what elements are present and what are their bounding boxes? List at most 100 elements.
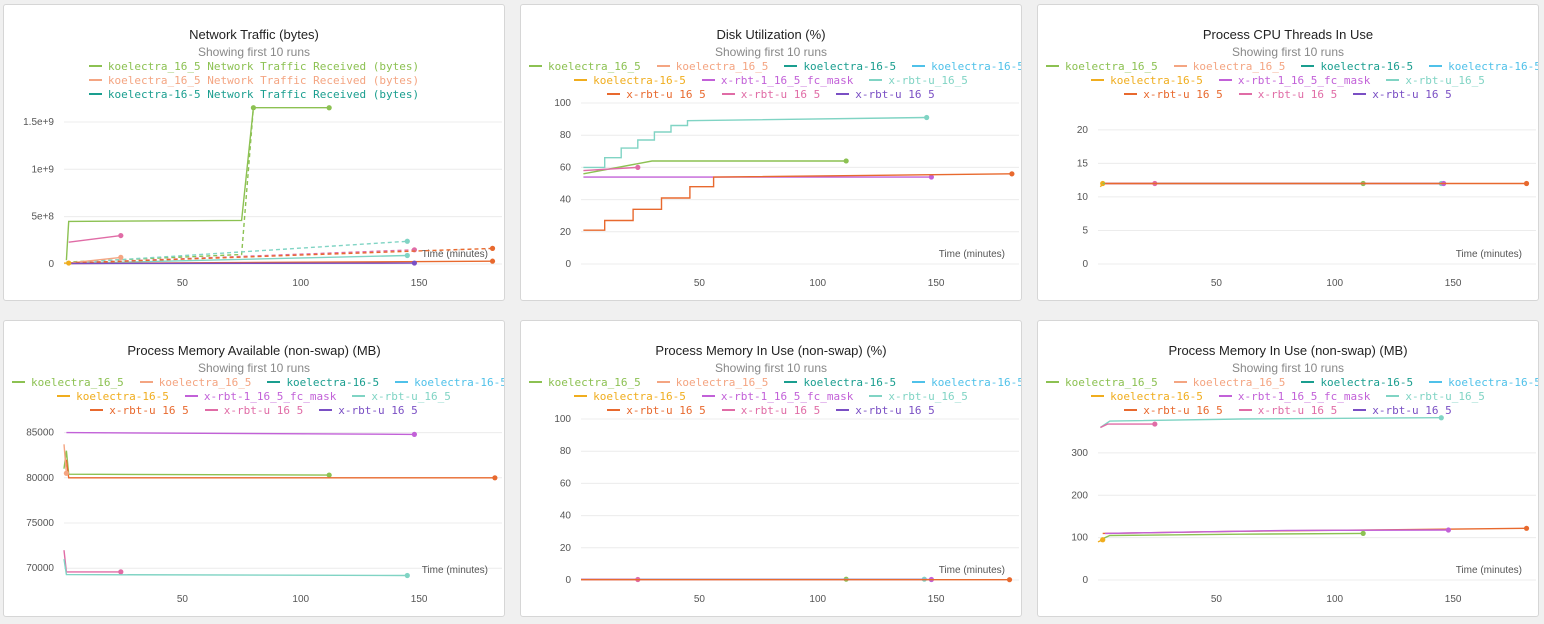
y-tick-label: 20	[1077, 125, 1089, 136]
chart-title: Network Traffic (bytes)	[189, 27, 319, 42]
y-tick-label: 0	[1082, 259, 1088, 270]
legend-item[interactable]: x-rbt-u_16_5	[1353, 404, 1452, 416]
legend-swatch	[1238, 409, 1252, 411]
series-endpoint	[411, 431, 417, 437]
x-axis-label: Time (minutes)	[1456, 565, 1522, 576]
y-tick-label: 5	[1082, 225, 1088, 236]
chart-legend[interactable]: koelectra_16_5 koelectra_16_5 koelectra-16…	[1038, 376, 1538, 416]
series-endpoint	[924, 114, 930, 121]
series-endpoint	[250, 105, 257, 111]
legend-swatch	[1353, 93, 1367, 95]
chart-plot: 0 5 10 15 20 50 100 150 Time (minutes)	[1077, 125, 1536, 289]
legend-item[interactable]: koelectra_16_5	[1173, 376, 1285, 390]
legend-label: x-rbt-u_16_5	[626, 88, 706, 100]
chart-legend[interactable]: koelectra_16_5 koelectra_16_5 koelectra-16…	[521, 60, 1021, 100]
legend-item[interactable]: x-rbt-u_16_5	[836, 88, 935, 100]
x-tick-label: 100	[292, 594, 309, 605]
legend-label: koelectra_16_5	[1065, 60, 1158, 73]
legend-item[interactable]: x-rbt-u_16_5	[352, 390, 451, 404]
legend-item[interactable]: koelectra_16_5 Network Traffic Received …	[88, 60, 419, 74]
legend-item[interactable]: koelectra-16-5	[574, 74, 686, 88]
legend-item[interactable]: koelectra_16_5	[139, 376, 252, 390]
legend-item[interactable]: x-rbt-u_16_5	[1238, 88, 1338, 100]
legend-item[interactable]: koelectra-16-5	[912, 60, 1021, 74]
legend-swatch	[1046, 381, 1059, 383]
legend-label: koelectra-16-5	[1320, 60, 1414, 73]
x-tick-label: 150	[1445, 594, 1462, 605]
legend-item[interactable]: x-rbt-u_16_5	[1124, 404, 1223, 416]
legend-item[interactable]: x-rbt-u_16_5	[204, 404, 303, 416]
chart-legend[interactable]: koelectra_16_5 koelectra_16_5 koelectra-16…	[1038, 60, 1538, 100]
legend-item[interactable]: x-rbt-u_16_5	[1386, 74, 1485, 88]
series-line	[65, 459, 495, 479]
chart-legend[interactable]: koelectra_16_5 koelectra_16_5 koelectra-16…	[4, 376, 504, 416]
legend-label: x-rbt-1_16_5_fc_mask	[1237, 74, 1371, 87]
legend-item[interactable]: koelectra-16-5	[1301, 60, 1413, 74]
legend-item[interactable]: koelectra-16-5	[267, 376, 379, 390]
legend-item[interactable]: koelectra_16_5	[1046, 60, 1158, 74]
legend-item[interactable]: x-rbt-1_16_5_fc_mask	[701, 74, 853, 88]
legend-item[interactable]: koelectra_16_5	[1046, 376, 1158, 390]
legend-label: x-rbt-u_16_5	[1143, 404, 1223, 416]
series-endpoint	[326, 472, 332, 478]
legend-item[interactable]: x-rbt-u_16_5	[319, 404, 418, 416]
legend-label: x-rbt-u_16_5	[740, 88, 821, 100]
chart-panel-network-traffic: 0 5e+8 1e+9 1.5e+9 50 100 150 Time (minutes) Ne…	[3, 4, 505, 301]
chart-legend[interactable]: koelectra_16_5 koelectra_16_5 koelectra-16…	[521, 376, 1021, 416]
legend-item[interactable]: koelectra_16_5	[1173, 60, 1285, 74]
legend-item[interactable]: koelectra_16_5	[12, 376, 124, 390]
legend-item[interactable]: x-rbt-1_16_5_fc_mask	[184, 390, 336, 404]
legend-item[interactable]: koelectra-16-5	[395, 376, 504, 390]
legend-item[interactable]: x-rbt-1_16_5_fc_mask	[1218, 390, 1370, 404]
legend-swatch	[784, 65, 798, 67]
series-endpoint	[489, 245, 496, 251]
legend-swatch	[184, 395, 198, 397]
legend-item[interactable]: x-rbt-1_16_5_fc_mask	[701, 390, 853, 404]
legend-item[interactable]: koelectra-16-5 Network Traffic Received …	[88, 88, 419, 100]
legend-item[interactable]: x-rbt-u_16_5	[869, 390, 968, 404]
legend-label: koelectra_16_5	[158, 376, 252, 389]
legend-item[interactable]: x-rbt-u_16_5	[1124, 88, 1223, 100]
chart-panel-disk-utilization: 0 20 40 60 80 100 50 100 150 Time (minutes) Disk …	[520, 4, 1022, 301]
legend-item[interactable]: koelectra-16-5	[1091, 74, 1203, 88]
series-endpoint	[404, 572, 410, 579]
legend-item[interactable]: x-rbt-1_16_5_fc_mask	[1218, 74, 1371, 88]
legend-item[interactable]: x-rbt-u_16_5	[1386, 390, 1485, 404]
legend-item[interactable]: koelectra-16-5	[784, 376, 896, 390]
legend-item[interactable]: koelectra-16-5	[57, 390, 169, 404]
legend-item[interactable]: koelectra_16_5	[529, 376, 641, 390]
legend-item[interactable]: koelectra-16-5	[912, 376, 1021, 390]
legend-item[interactable]: x-rbt-u_16_5	[721, 88, 821, 100]
chart-title: Process CPU Threads In Use	[1202, 27, 1374, 42]
series-endpoint	[1438, 415, 1444, 421]
legend-item[interactable]: koelectra-16-5	[1301, 376, 1413, 390]
legend-row: koelectra_16_5 koelectra_16_5 koelectra-16…	[521, 60, 1021, 74]
chart-subtitle: Showing first 10 runs	[197, 361, 311, 375]
series-endpoint	[118, 569, 124, 575]
legend-item[interactable]: x-rbt-u_16_5	[607, 404, 706, 416]
legend-label: x-rbt-u_16_5	[1257, 88, 1338, 100]
legend-item[interactable]: koelectra-16-5	[784, 60, 896, 74]
legend-item[interactable]: x-rbt-u_16_5	[607, 88, 706, 100]
legend-item[interactable]: koelectra_16_5	[656, 60, 768, 74]
legend-swatch	[57, 395, 71, 397]
legend-item[interactable]: koelectra-16-5	[574, 390, 686, 404]
legend-label: koelectra_16_5 Network Traffic Received …	[107, 74, 420, 87]
legend-label: x-rbt-u_16_5	[1405, 74, 1485, 87]
legend-item[interactable]: x-rbt-u_16_5	[1353, 88, 1452, 100]
legend-label: x-rbt-u_16_5	[338, 404, 418, 416]
legend-item[interactable]: x-rbt-u_16_5	[1238, 404, 1337, 416]
legend-item[interactable]: koelectra_16_5	[529, 60, 641, 74]
legend-item[interactable]: x-rbt-u_16_5	[869, 74, 968, 88]
legend-swatch	[1091, 395, 1105, 397]
legend-item[interactable]: koelectra-16-5	[1091, 390, 1203, 404]
legend-item[interactable]: koelectra_16_5 Network Traffic Received …	[88, 74, 420, 88]
y-tick-label: 85000	[26, 428, 54, 439]
chart-legend[interactable]: koelectra_16_5 Network Traffic Received …	[4, 60, 504, 100]
legend-item[interactable]: koelectra-16-5	[1429, 376, 1538, 390]
legend-item[interactable]: x-rbt-u_16_5	[836, 404, 935, 416]
legend-item[interactable]: koelectra-16-5	[1429, 60, 1538, 74]
legend-item[interactable]: x-rbt-u_16_5	[90, 404, 189, 416]
legend-item[interactable]: x-rbt-u_16_5	[721, 404, 820, 416]
legend-item[interactable]: koelectra_16_5	[656, 376, 768, 390]
